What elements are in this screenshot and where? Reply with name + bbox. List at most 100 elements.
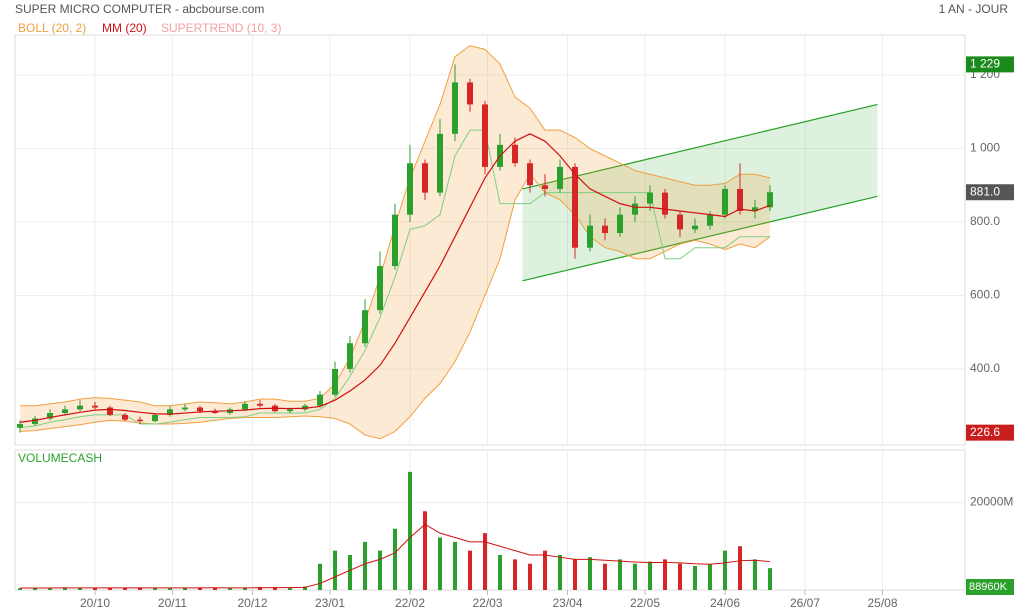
- candle-body: [752, 207, 758, 211]
- volume-tag: [966, 579, 1014, 595]
- volume-bar: [198, 587, 202, 590]
- x-tick-label: 22/05: [630, 596, 660, 610]
- volume-bar: [738, 546, 742, 590]
- candle-body: [212, 411, 218, 414]
- candle-body: [347, 343, 353, 369]
- y-tick-label: 600.0: [970, 288, 1000, 302]
- volume-bar: [423, 511, 427, 590]
- volume-bar: [138, 587, 142, 590]
- x-tick-label: 22/03: [472, 596, 502, 610]
- candle-body: [482, 104, 488, 167]
- candle-body: [467, 82, 473, 105]
- candle-body: [542, 185, 548, 189]
- candle-body: [332, 368, 338, 395]
- bollinger-line: [19, 173, 771, 440]
- candle-body: [527, 163, 533, 186]
- volume-bar: [453, 541, 457, 590]
- y-tick-label: 1 000: [970, 141, 1000, 155]
- candle-body: [407, 163, 413, 215]
- candle-body: [62, 409, 68, 414]
- y-tick-label: 400.0: [970, 361, 1000, 375]
- candle-body: [302, 405, 308, 410]
- candle-body: [707, 214, 713, 226]
- candle-body: [392, 214, 398, 267]
- volume-bar: [393, 528, 397, 590]
- volume-bar: [468, 550, 472, 590]
- volume-bar: [363, 541, 367, 590]
- volume-bar: [78, 587, 82, 590]
- candle-body: [602, 225, 608, 234]
- candle-body: [287, 409, 293, 412]
- volume-bar: [618, 559, 622, 590]
- x-tick-label: 23/01: [315, 596, 345, 610]
- candle-body: [182, 407, 188, 410]
- volume-bar: [723, 550, 727, 590]
- volume-bar: [183, 587, 187, 590]
- volume-bar: [753, 559, 757, 590]
- candle-body: [137, 419, 143, 422]
- volume-bar: [48, 588, 52, 590]
- candle-body: [17, 424, 23, 428]
- legend-entry: MM (20): [102, 21, 147, 35]
- volume-bar: [93, 588, 97, 590]
- candle-body: [242, 403, 248, 410]
- volume-bar: [408, 471, 412, 590]
- volume-bar: [573, 559, 577, 590]
- volume-bar: [648, 561, 652, 590]
- panel-title: VOLUMECASH: [18, 451, 102, 465]
- candle-body: [32, 418, 38, 425]
- x-tick-label: 24/06: [710, 596, 740, 610]
- candle-body: [662, 192, 668, 215]
- volume-bar: [483, 533, 487, 590]
- volume-mm-line: [19, 523, 771, 589]
- volume-bar: [228, 588, 232, 590]
- volume-bar: [633, 563, 637, 590]
- y-tick-label: 800.0: [970, 214, 1000, 228]
- x-tick-label: 25/08: [867, 596, 897, 610]
- volume-bar: [303, 586, 307, 590]
- volume-bar: [333, 550, 337, 590]
- volume-bar: [708, 563, 712, 590]
- candle-body: [197, 407, 203, 412]
- panel-frame: [14, 449, 966, 591]
- candle-body: [617, 214, 623, 234]
- x-tick-label: 23/04: [552, 596, 582, 610]
- volume-bar: [258, 586, 262, 590]
- channel-line: [522, 103, 878, 190]
- supertrend-line: [19, 129, 770, 429]
- candle-body: [587, 225, 593, 248]
- candle-body: [722, 188, 728, 215]
- volume-bar: [273, 587, 277, 590]
- volume-bar: [588, 557, 592, 590]
- volume-bar: [123, 588, 127, 590]
- x-tick-label: 20/10: [80, 596, 110, 610]
- candle-body: [152, 414, 158, 422]
- volume-bar: [213, 587, 217, 590]
- candle-body: [167, 409, 173, 415]
- x-tick-label: 20/12: [237, 596, 267, 610]
- volume-bar: [63, 587, 67, 590]
- legend-entry: BOLL (20, 2): [18, 21, 86, 35]
- candle-body: [317, 394, 323, 406]
- legend-entry: SUPERTREND (10, 3): [161, 21, 281, 35]
- volume-bar: [438, 537, 442, 590]
- volume-tag-label: 88960K: [969, 581, 1008, 593]
- volume-bar: [348, 555, 352, 590]
- candle-body: [422, 163, 428, 193]
- candle-body: [512, 144, 518, 164]
- candle-body: [47, 413, 53, 419]
- price-tag: [966, 184, 1014, 201]
- volume-bar: [33, 587, 37, 590]
- volume-bar: [768, 568, 772, 590]
- candle-body: [632, 203, 638, 215]
- candle-body: [122, 414, 128, 420]
- price-tag-label: 1 229: [970, 57, 1000, 71]
- volume-bar: [543, 550, 547, 590]
- chart-title: SUPER MICRO COMPUTER - abcbourse.com: [15, 2, 264, 16]
- x-tick-label: 22/02: [395, 596, 425, 610]
- volume-bar: [693, 565, 697, 590]
- candle-body: [77, 405, 83, 410]
- candle-body: [107, 407, 113, 415]
- panel-frame: [14, 34, 966, 446]
